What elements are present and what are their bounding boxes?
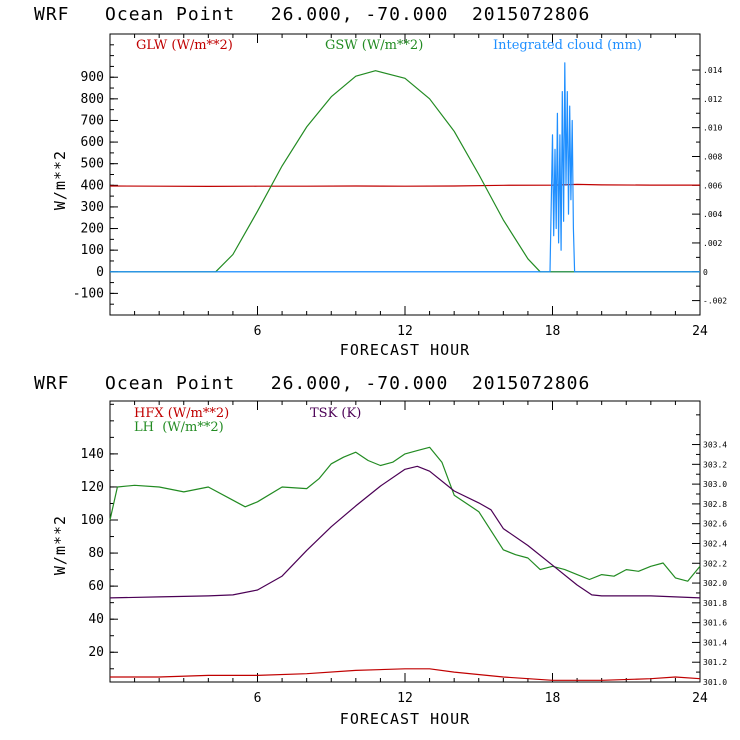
series-line-lh xyxy=(109,446,701,582)
flux-y-tick-label: 100 xyxy=(81,513,104,528)
legend-tsk: TSK (K) xyxy=(310,406,361,421)
flux-y-ticks: 20 40 60 80 100 120 140 xyxy=(81,403,118,670)
radiation-y-ticks: -100 0 100 200 300 400 500 600 700 800 900 xyxy=(73,33,118,316)
flux-y-axis-label: W/m**2 xyxy=(51,515,69,575)
flux-y2-tick-label: 302.6 xyxy=(703,520,727,529)
radiation-y-tick-label: 600 xyxy=(81,135,104,150)
flux-y2-tick-label: 301.0 xyxy=(703,678,727,687)
radiation-x-tick-label: 12 xyxy=(397,324,413,339)
flux-y2-tick-label: 301.2 xyxy=(703,658,727,667)
radiation-y2-tick-label: .008 xyxy=(703,152,722,161)
flux-y2-tick-label: 302.4 xyxy=(703,539,727,548)
flux-plot-frame xyxy=(109,400,701,683)
flux-y2-tick-label: 302.2 xyxy=(703,559,727,568)
flux-y2-ticks: 301.0 301.2 301.4 301.6 301.8 302.0 302.2 302.4… xyxy=(692,414,727,687)
flux-y2-tick-label: 303.4 xyxy=(703,441,727,450)
flux-y-tick-label: 120 xyxy=(81,480,104,495)
series-line-integrated xyxy=(110,62,700,273)
legend-gsw: GSW (W/m**2) xyxy=(325,38,423,53)
series-line-tsk xyxy=(109,465,701,599)
radiation-x-ticks: 6 12 18 24 xyxy=(134,34,708,339)
flux-chart-panel: WRF Ocean Point 26.000, -70.000 20150728… xyxy=(34,373,727,728)
flux-y2-tick-label: 303.0 xyxy=(703,480,727,489)
radiation-y-tick-label: 500 xyxy=(81,157,104,172)
flux-x-tick-label: 12 xyxy=(397,691,413,706)
radiation-y-tick-label: 700 xyxy=(81,113,104,128)
radiation-y-tick-label: 200 xyxy=(81,222,104,237)
flux-y2-tick-label: 302.0 xyxy=(703,579,727,588)
radiation-x-tick-label: 18 xyxy=(545,324,561,339)
radiation-x-tick-label: 6 xyxy=(254,324,262,339)
flux-x-axis-label: FORECAST HOUR xyxy=(340,710,470,728)
radiation-y2-tick-label: .010 xyxy=(703,124,722,133)
radiation-x-axis-label: FORECAST HOUR xyxy=(340,341,470,359)
radiation-chart-title: WRF Ocean Point 26.000, -70.000 20150728… xyxy=(34,4,590,25)
radiation-y-tick-label: 100 xyxy=(81,243,104,258)
radiation-y2-tick-label: -.002 xyxy=(703,297,727,306)
radiation-plot-frame xyxy=(109,33,701,316)
radiation-y2-tick-label: .004 xyxy=(703,210,722,219)
flux-y-tick-label: 80 xyxy=(88,546,104,561)
legend-integrated-cloud: Integrated cloud (mm) xyxy=(493,38,642,53)
radiation-y2-tick-label: .002 xyxy=(703,239,722,248)
radiation-y-axis-label: W/m**2 xyxy=(51,150,69,210)
flux-y2-tick-label: 301.4 xyxy=(703,638,727,647)
flux-x-tick-label: 24 xyxy=(692,691,708,706)
radiation-chart-panel: WRF Ocean Point 26.000, -70.000 20150728… xyxy=(34,4,727,359)
radiation-y-tick-label: 400 xyxy=(81,178,104,193)
radiation-y2-tick-label: .006 xyxy=(703,181,722,190)
radiation-y2-tick-label: .014 xyxy=(703,66,722,75)
legend-hfx: HFX (W/m**2) xyxy=(134,406,229,421)
flux-chart-title: WRF Ocean Point 26.000, -70.000 20150728… xyxy=(34,373,590,394)
flux-y-tick-label: 140 xyxy=(81,447,104,462)
flux-x-tick-label: 18 xyxy=(545,691,561,706)
legend-glw: GLW (W/m**2) xyxy=(136,38,233,53)
flux-y-tick-label: 40 xyxy=(88,612,104,627)
flux-y2-tick-label: 301.6 xyxy=(703,619,727,628)
series-line-gsw xyxy=(110,70,700,273)
radiation-y-tick-label: 300 xyxy=(81,200,104,215)
legend-lh: LH (W/m**2) xyxy=(134,420,224,435)
flux-x-ticks: 6 12 18 24 xyxy=(134,401,708,706)
radiation-y-tick-label: 0 xyxy=(96,265,104,280)
radiation-series xyxy=(109,62,700,273)
flux-x-tick-label: 6 xyxy=(254,691,262,706)
series-line-glw xyxy=(109,183,700,187)
series-line-hfx xyxy=(110,668,701,681)
radiation-y-tick-label: -100 xyxy=(73,286,104,301)
flux-y2-tick-label: 303.2 xyxy=(703,460,727,469)
radiation-y-tick-label: 800 xyxy=(81,92,104,107)
flux-y-tick-label: 20 xyxy=(88,645,104,660)
radiation-y2-tick-label: .012 xyxy=(703,95,722,104)
radiation-y2-ticks: -.002 0 .002 .004 .006 .008 .010 .012 .014 xyxy=(692,55,727,306)
flux-y-tick-label: 60 xyxy=(88,579,104,594)
radiation-x-tick-label: 24 xyxy=(692,324,708,339)
flux-y2-tick-label: 302.8 xyxy=(703,500,727,509)
radiation-y-tick-label: 900 xyxy=(81,70,104,85)
flux-y2-tick-label: 301.8 xyxy=(703,599,727,608)
radiation-y2-tick-label: 0 xyxy=(703,268,708,277)
flux-series xyxy=(109,446,701,681)
